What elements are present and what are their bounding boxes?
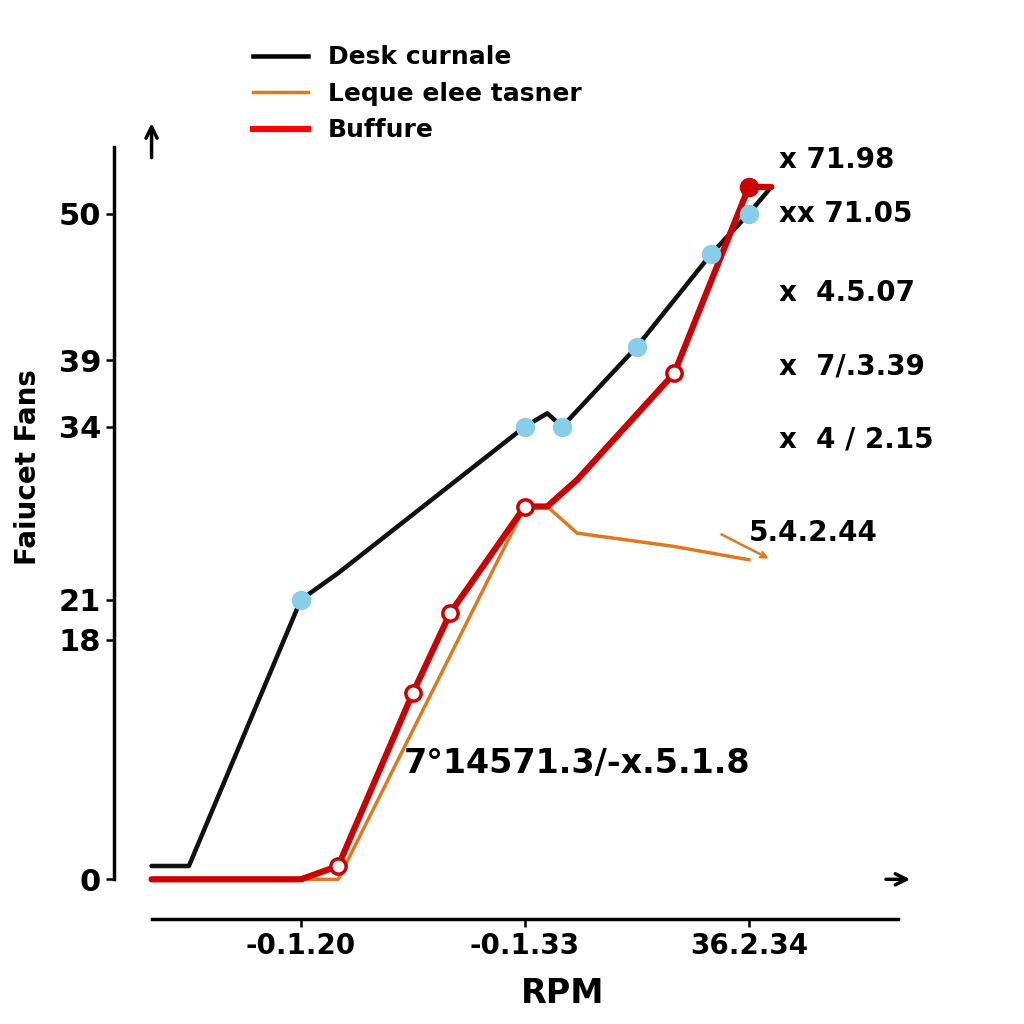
X-axis label: RPM: RPM [520, 977, 604, 1010]
Text: 5.4.2.44: 5.4.2.44 [749, 519, 878, 547]
Text: x  4 / 2.15: x 4 / 2.15 [778, 426, 933, 454]
Text: x  7/.3.39: x 7/.3.39 [778, 352, 925, 381]
Legend: Desk curnale, Leque elee tasner, Buffure: Desk curnale, Leque elee tasner, Buffure [244, 36, 592, 153]
Y-axis label: Faiucet Fans: Faiucet Fans [14, 369, 42, 564]
Text: 7°14571.3/-x.5.1.8: 7°14571.3/-x.5.1.8 [403, 746, 751, 780]
Text: x  4.5.07: x 4.5.07 [778, 280, 914, 307]
Text: x 71.98: x 71.98 [778, 146, 894, 174]
Text: xx 71.05: xx 71.05 [778, 200, 912, 227]
